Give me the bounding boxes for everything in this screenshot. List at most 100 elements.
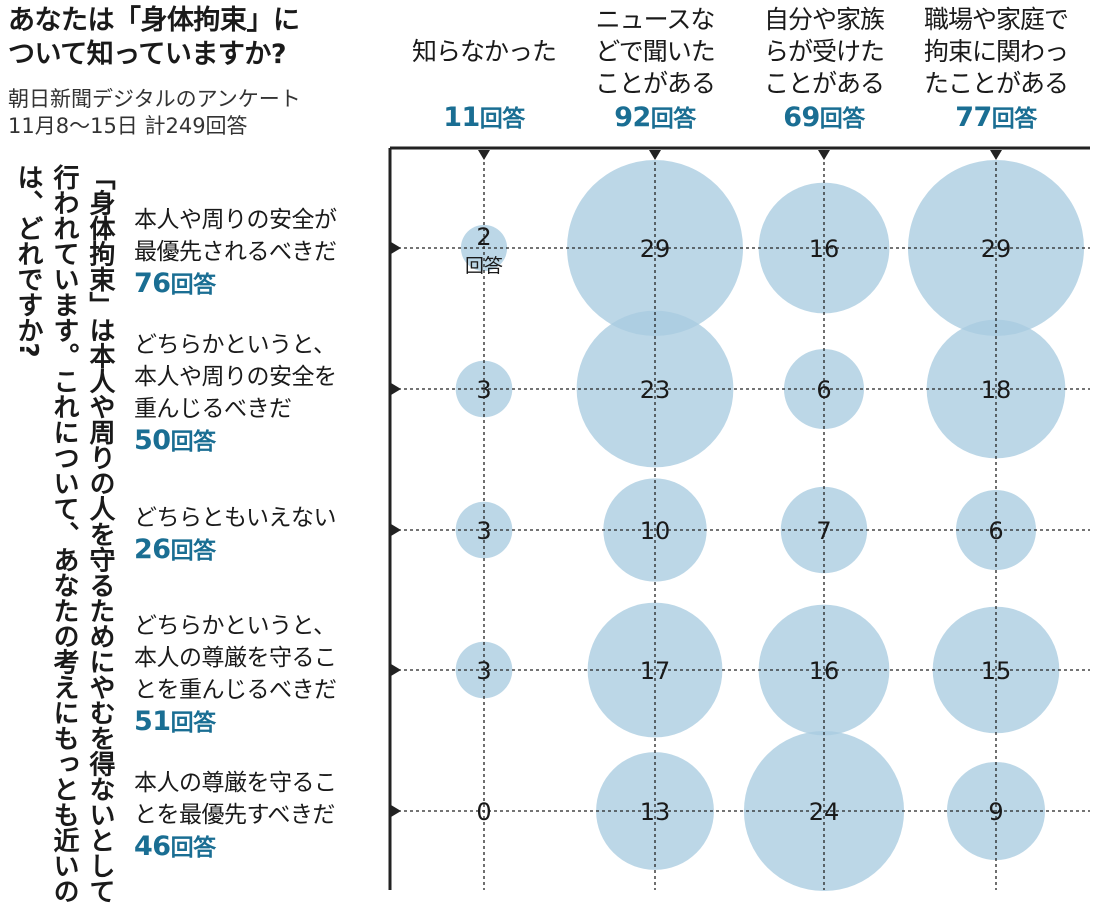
bubble-value-label: 3 xyxy=(476,376,491,404)
column-count-unit: 回答 xyxy=(819,106,866,132)
column-label-line: ニュースな xyxy=(595,5,716,34)
row-label: どちらともいえない 26回答 xyxy=(134,502,384,567)
bubble-value-label: 17 xyxy=(640,657,671,685)
row-count-number: 50 xyxy=(134,425,171,456)
row-label: 本人や周りの安全が 最優先されるべきだ 76回答 xyxy=(134,204,384,301)
row-label: 本人の尊厳を守るこ とを最優先すべきだ 46回答 xyxy=(134,767,384,864)
column-label-line: 知らなかった xyxy=(411,37,557,66)
row-count-number: 46 xyxy=(134,831,171,862)
source-line-1: 朝日新聞デジタルのアンケート xyxy=(8,87,301,111)
column-label: 知らなかった xyxy=(399,36,569,68)
row-count-unit: 回答 xyxy=(170,835,217,861)
row-count-unit: 回答 xyxy=(170,538,217,564)
grid-layer xyxy=(391,150,1090,890)
column-count-number: 77 xyxy=(955,102,992,133)
bubble-value-label: 13 xyxy=(640,798,671,826)
row-marker xyxy=(391,524,401,536)
column-count-number: 69 xyxy=(783,102,820,133)
row-count-unit: 回答 xyxy=(170,710,217,736)
row-count-number: 51 xyxy=(134,706,171,737)
bubble xyxy=(932,606,1060,734)
row-marker xyxy=(391,805,401,817)
bubble-value-label: 6 xyxy=(816,376,831,404)
column-count: 77回答 xyxy=(911,102,1081,135)
row-label-line: 重んじるべきだ xyxy=(134,396,292,422)
column-label: 職場や家庭で 拘束に関わっ たことがある xyxy=(911,4,1081,100)
bubble-value-label: 6 xyxy=(988,517,1003,545)
row-count: 46回答 xyxy=(134,831,384,864)
bubble-value-label: 3 xyxy=(476,657,491,685)
vertical-question: 「身体拘束」は本人や周りの人を守るためにやむを得ないとして行われています。これに… xyxy=(13,164,115,904)
column-label-line: ことがある xyxy=(763,69,885,98)
column-label: ニュースなどで聞いたことがある xyxy=(570,4,740,100)
column-label-line: ことがある xyxy=(594,69,716,98)
row-marker xyxy=(391,242,401,254)
source-line-2: 11月8〜15日 計249回答 xyxy=(8,114,248,138)
row-label-line: 本人や周りの安全を xyxy=(134,364,337,390)
bubble-unit-label: 回答 xyxy=(465,255,503,277)
bubble-value-label: 29 xyxy=(640,235,671,263)
column-label-line: どで聞いた xyxy=(595,37,716,66)
column-marker xyxy=(649,150,661,160)
bubble-value-label: 24 xyxy=(809,798,840,826)
row-label-line: どちらともいえない xyxy=(134,505,337,531)
row-count-number: 76 xyxy=(134,268,171,299)
column-count: 92回答 xyxy=(570,102,740,135)
row-label-line: 最優先されるべきだ xyxy=(134,239,337,265)
row-label: どちらかというと、 本人や周りの安全を 重んじるべきだ 50回答 xyxy=(134,329,384,458)
row-label: どちらかというと、 本人の尊厳を守るこ とを重んじるべきだ 51回答 xyxy=(134,610,384,739)
column-count-unit: 回答 xyxy=(479,106,526,132)
row-label-line: 本人や周りの安全が xyxy=(134,207,337,233)
value-label-layer: 2 回答 29 16 29 3 23 6 18 3 10 7 6 3 17 16 15 0 13 24 9 xyxy=(465,223,1011,826)
column-count-unit: 回答 xyxy=(650,106,697,132)
column-marker xyxy=(478,150,490,160)
bubble-value-label: 16 xyxy=(809,657,840,685)
column-label-line: 自分や家族 xyxy=(763,5,885,34)
bubble-value-label: 7 xyxy=(816,517,831,545)
bubble-value-label: 29 xyxy=(981,235,1012,263)
bubble-value-label: 2 xyxy=(476,223,491,251)
bubble xyxy=(926,319,1066,459)
row-count: 26回答 xyxy=(134,534,384,567)
row-label-line: とを最優先すべきだ xyxy=(134,802,335,828)
row-label-line: 本人の尊厳を守るこ xyxy=(134,645,337,671)
column-label-line: 拘束に関わっ xyxy=(923,37,1069,66)
row-marker xyxy=(391,383,401,395)
column-count: 11回答 xyxy=(399,102,569,135)
bubble-value-label: 23 xyxy=(640,376,671,404)
bubble-value-label: 0 xyxy=(476,798,491,826)
row-label-line: どちらかというと、 xyxy=(134,332,336,358)
column-label-line: 職場や家庭で xyxy=(923,5,1069,34)
column-count-number: 92 xyxy=(614,102,651,133)
column-count-number: 11 xyxy=(443,102,480,133)
title-line-2: ついて知っていますか? xyxy=(8,39,287,70)
row-count: 51回答 xyxy=(134,706,384,739)
title-line-1: あなたは「身体拘束」に xyxy=(8,5,300,36)
column-marker xyxy=(990,150,1002,160)
row-label-line: 本人の尊厳を守るこ xyxy=(134,770,337,796)
bubble xyxy=(587,602,723,738)
row-count: 76回答 xyxy=(134,268,384,301)
bubble-value-label: 16 xyxy=(809,235,840,263)
column-label-line: らが受けた xyxy=(763,37,885,66)
row-label-line: どちらかというと、 xyxy=(134,613,336,639)
bubble-value-label: 15 xyxy=(981,657,1012,685)
bubble-value-label: 9 xyxy=(988,798,1003,826)
column-count: 69回答 xyxy=(739,102,909,135)
source-note: 朝日新聞デジタルのアンケート 11月8〜15日 計249回答 xyxy=(8,86,388,140)
column-marker xyxy=(818,150,830,160)
column-label: 自分や家族らが受けたことがある xyxy=(739,4,909,100)
column-label-line: たことがある xyxy=(923,69,1069,98)
bubble xyxy=(576,310,734,468)
row-marker xyxy=(391,664,401,676)
bubble-value-label: 3 xyxy=(476,517,491,545)
row-count-unit: 回答 xyxy=(170,429,217,455)
row-count: 50回答 xyxy=(134,425,384,458)
row-count-unit: 回答 xyxy=(170,272,217,298)
column-count-unit: 回答 xyxy=(991,106,1038,132)
bubble-value-label: 18 xyxy=(981,376,1012,404)
row-label-line: とを重んじるべきだ xyxy=(134,677,337,703)
row-count-number: 26 xyxy=(134,534,171,565)
chart-title: あなたは「身体拘束」に ついて知っていますか? xyxy=(8,4,368,72)
